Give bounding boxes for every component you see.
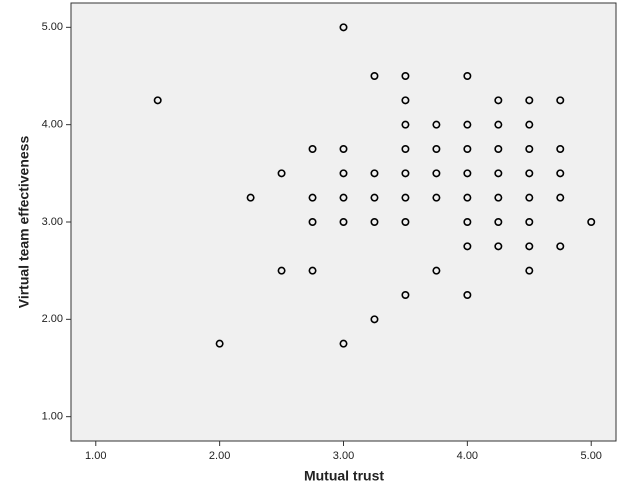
- point: [556, 193, 565, 202]
- point: [463, 145, 472, 154]
- point: [463, 120, 472, 129]
- point: [308, 266, 317, 275]
- point: [370, 72, 379, 81]
- point: [494, 242, 503, 251]
- point: [401, 193, 410, 202]
- point: [339, 193, 348, 202]
- x-tick-label: 3.00: [333, 450, 354, 462]
- x-axis-title: Mutual trust: [304, 468, 384, 484]
- point: [432, 193, 441, 202]
- y-tick-label: 4.00: [42, 119, 63, 131]
- point: [556, 169, 565, 178]
- x-tick-label: 2.00: [209, 450, 230, 462]
- point: [463, 169, 472, 178]
- x-tick-label: 1.00: [85, 450, 106, 462]
- point: [494, 193, 503, 202]
- point: [525, 193, 534, 202]
- point: [463, 72, 472, 81]
- point: [432, 120, 441, 129]
- y-tick-label: 2.00: [42, 313, 63, 325]
- point: [215, 339, 224, 348]
- point: [277, 266, 286, 275]
- point: [339, 169, 348, 178]
- point: [401, 290, 410, 299]
- point: [308, 145, 317, 154]
- plot-area: [70, 2, 617, 442]
- point: [463, 193, 472, 202]
- point: [432, 266, 441, 275]
- point: [370, 218, 379, 227]
- point: [339, 339, 348, 348]
- point: [432, 169, 441, 178]
- point: [556, 145, 565, 154]
- point: [153, 96, 162, 105]
- point: [525, 218, 534, 227]
- point: [525, 169, 534, 178]
- x-tick-label: 5.00: [581, 450, 602, 462]
- point: [525, 242, 534, 251]
- point: [370, 315, 379, 324]
- point: [463, 290, 472, 299]
- point: [401, 96, 410, 105]
- point: [556, 96, 565, 105]
- point: [525, 120, 534, 129]
- point: [525, 266, 534, 275]
- point: [525, 145, 534, 154]
- point: [587, 218, 596, 227]
- point: [525, 96, 534, 105]
- point: [401, 218, 410, 227]
- point: [463, 242, 472, 251]
- x-tick-label: 4.00: [457, 450, 478, 462]
- point: [494, 96, 503, 105]
- point: [308, 193, 317, 202]
- point: [494, 218, 503, 227]
- point: [401, 72, 410, 81]
- point: [432, 145, 441, 154]
- point: [339, 23, 348, 32]
- point: [494, 145, 503, 154]
- point: [277, 169, 286, 178]
- point: [339, 145, 348, 154]
- point: [370, 193, 379, 202]
- point: [556, 242, 565, 251]
- y-tick-label: 3.00: [42, 216, 63, 228]
- point: [308, 218, 317, 227]
- point: [401, 145, 410, 154]
- y-axis-title: Virtual team effectiveness: [16, 136, 32, 309]
- point: [370, 169, 379, 178]
- point: [494, 169, 503, 178]
- point: [401, 169, 410, 178]
- point: [246, 193, 255, 202]
- point: [494, 120, 503, 129]
- point: [339, 218, 348, 227]
- y-tick-label: 5.00: [42, 21, 63, 33]
- y-tick-label: 1.00: [42, 411, 63, 423]
- point: [463, 218, 472, 227]
- point: [401, 120, 410, 129]
